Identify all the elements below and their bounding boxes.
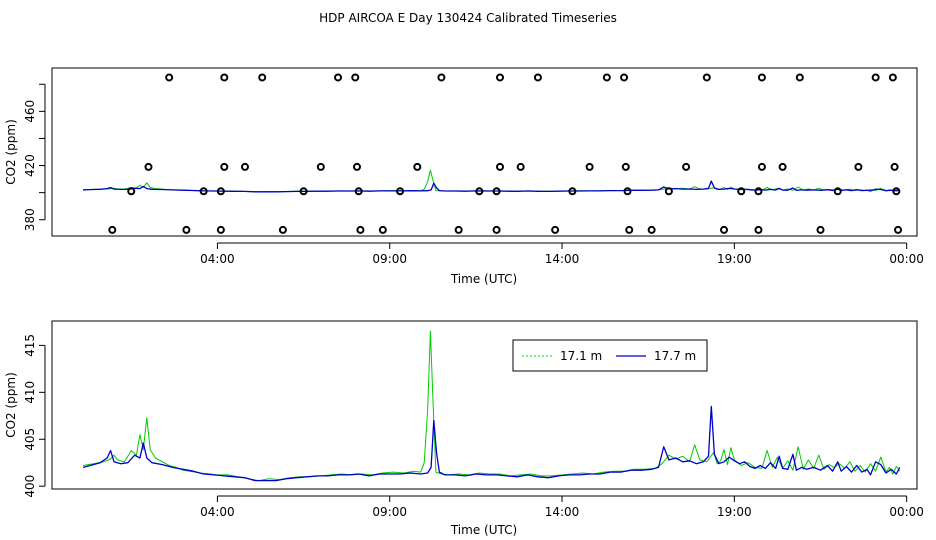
panel1-x-ticks: 04:00 09:00 14:00 19:00 00:00 bbox=[200, 242, 924, 266]
panel1-calibration-points bbox=[108, 73, 903, 234]
calibration-point bbox=[352, 162, 361, 171]
calibration-point bbox=[354, 187, 363, 196]
calibration-point bbox=[585, 162, 594, 171]
calibration-point bbox=[795, 73, 804, 82]
calibration-point bbox=[334, 73, 343, 82]
panel1-x-axis-label: Time (UTC) bbox=[450, 272, 517, 286]
calibration-point bbox=[240, 162, 249, 171]
calibration-panel: CO2 (ppm) Time (UTC) 04:00 09:00 14:00 19:0… bbox=[4, 67, 924, 286]
x-tick-label: 14:00 bbox=[545, 505, 580, 519]
calibration-point bbox=[165, 73, 174, 82]
calibration-point bbox=[182, 225, 191, 234]
x-tick-label: 19:00 bbox=[717, 252, 752, 266]
calibration-point bbox=[602, 73, 611, 82]
panel2-x-axis-label: Time (UTC) bbox=[450, 523, 517, 537]
calibration-point bbox=[816, 225, 825, 234]
legend: 17.1 m 17.7 m bbox=[512, 339, 708, 372]
calibration-point bbox=[437, 73, 446, 82]
calibration-point bbox=[216, 187, 225, 196]
calibration-point bbox=[396, 187, 405, 196]
panel2-x-ticks: 04:00 09:00 14:00 19:00 00:00 bbox=[200, 495, 924, 519]
calibration-point bbox=[356, 225, 365, 234]
x-tick-label: 19:00 bbox=[717, 505, 752, 519]
calibration-point bbox=[892, 187, 901, 196]
calibration-point bbox=[647, 225, 656, 234]
legend-label-17-1m: 17.1 m bbox=[560, 349, 602, 363]
series-line-17-1m bbox=[82, 330, 901, 482]
calibration-point bbox=[625, 225, 634, 234]
calibration-point bbox=[475, 187, 484, 196]
calibration-point bbox=[720, 225, 729, 234]
legend-label-17-7m: 17.7 m bbox=[654, 349, 696, 363]
x-tick-label: 09:00 bbox=[372, 252, 407, 266]
y-tick-label: 415 bbox=[23, 334, 37, 357]
calibration-point bbox=[833, 187, 842, 196]
series-line-17-7m bbox=[82, 405, 901, 482]
calibration-point bbox=[492, 225, 501, 234]
calibration-point bbox=[413, 162, 422, 171]
legend-box bbox=[512, 339, 708, 372]
calibration-point bbox=[894, 225, 903, 234]
chart-title: HDP AIRCOA E Day 130424 Calibrated Times… bbox=[319, 11, 617, 25]
calibration-point bbox=[316, 162, 325, 171]
calibration-point bbox=[778, 162, 787, 171]
calibration-point bbox=[533, 73, 542, 82]
calibration-point bbox=[664, 187, 673, 196]
x-tick-label: 00:00 bbox=[889, 252, 924, 266]
panel1-y-ticks: 380 420 460 bbox=[23, 83, 46, 231]
calibration-point bbox=[220, 162, 229, 171]
calibration-point bbox=[299, 187, 308, 196]
calibration-point bbox=[871, 73, 880, 82]
timeseries-panel: CO2 (ppm) Time (UTC) 04:00 09:00 14:00 19:0… bbox=[4, 320, 924, 537]
x-tick-label: 04:00 bbox=[200, 252, 235, 266]
x-tick-label: 09:00 bbox=[372, 505, 407, 519]
calibration-point bbox=[127, 187, 136, 196]
calibration-point bbox=[216, 225, 225, 234]
calibration-point bbox=[496, 73, 505, 82]
calibration-point bbox=[620, 73, 629, 82]
calibration-point bbox=[568, 187, 577, 196]
calibration-point bbox=[890, 162, 899, 171]
calibration-point bbox=[888, 73, 897, 82]
panel1-y-axis-label: CO2 (ppm) bbox=[4, 119, 18, 185]
calibration-point bbox=[754, 187, 763, 196]
calibration-point bbox=[258, 73, 267, 82]
y-tick-label: 460 bbox=[23, 100, 37, 123]
panel2-frame bbox=[51, 320, 918, 490]
panel1-frame bbox=[51, 67, 918, 237]
calibration-point bbox=[682, 162, 691, 171]
calibration-point bbox=[278, 225, 287, 234]
calibration-point bbox=[144, 162, 153, 171]
panel2-series bbox=[82, 330, 901, 482]
calibration-point bbox=[621, 162, 630, 171]
panel2-y-ticks: 400 405 410 415 bbox=[23, 334, 46, 498]
y-tick-label: 410 bbox=[23, 381, 37, 404]
y-tick-label: 380 bbox=[23, 208, 37, 231]
calibration-point bbox=[757, 162, 766, 171]
calibration-point bbox=[378, 225, 387, 234]
calibration-point bbox=[702, 73, 711, 82]
panel2-y-axis-label: CO2 (ppm) bbox=[4, 372, 18, 438]
x-tick-label: 00:00 bbox=[889, 505, 924, 519]
calibration-point bbox=[351, 73, 360, 82]
calibration-point bbox=[754, 225, 763, 234]
calibration-point bbox=[737, 187, 746, 196]
calibration-point bbox=[492, 187, 501, 196]
calibration-point bbox=[199, 187, 208, 196]
calibration-point bbox=[496, 162, 505, 171]
y-tick-label: 420 bbox=[23, 154, 37, 177]
y-tick-label: 400 bbox=[23, 475, 37, 498]
calibration-point bbox=[551, 225, 560, 234]
calibration-point bbox=[220, 73, 229, 82]
calibration-point bbox=[108, 225, 117, 234]
calibration-point bbox=[516, 162, 525, 171]
calibration-point bbox=[623, 187, 632, 196]
calibration-point bbox=[757, 73, 766, 82]
y-tick-label: 405 bbox=[23, 428, 37, 451]
calibration-point bbox=[854, 162, 863, 171]
x-tick-label: 04:00 bbox=[200, 505, 235, 519]
calibration-point bbox=[454, 225, 463, 234]
x-tick-label: 14:00 bbox=[545, 252, 580, 266]
